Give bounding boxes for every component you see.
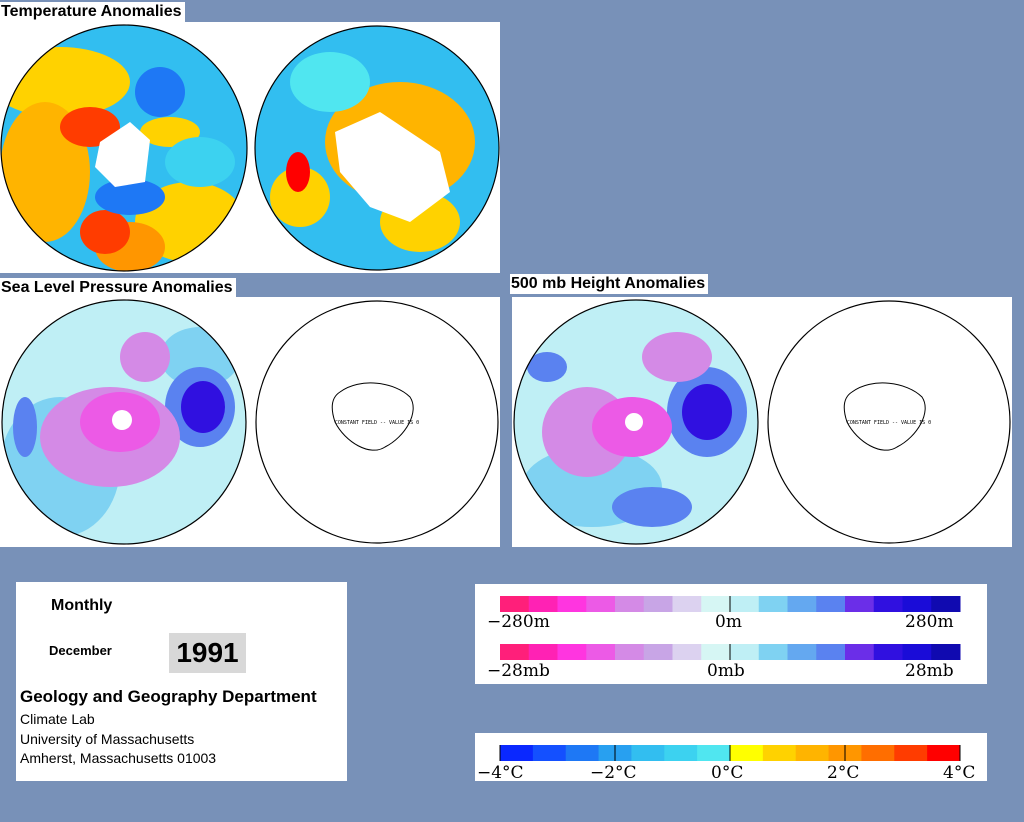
- slp-northern-hemisphere-map: [2, 300, 246, 544]
- slp-anomalies-panel: CONSTANT FIELD -- VALUE IS 0: [0, 297, 500, 547]
- temperature-anomalies-title: Temperature Anomalies: [0, 2, 185, 22]
- height-bar-swatch-11: [816, 596, 846, 612]
- height-bar-swatch-13: [873, 596, 903, 612]
- temperature-bar-swatch-13: [927, 745, 961, 761]
- slp-nh-globe-outline: [1, 299, 247, 545]
- address-label: Amherst, Massachusetts 01003: [20, 750, 217, 766]
- pressure-bar-swatch-10: [787, 644, 817, 660]
- temperature-label-0: 0°C: [711, 763, 743, 781]
- pressure-min-label: −28mb: [487, 661, 550, 681]
- pressure-bar-swatch-11: [816, 644, 846, 660]
- temperature-anomalies-panel: [0, 22, 500, 273]
- pressure-max-label: 28mb: [905, 661, 954, 681]
- pressure-bar-swatch-3: [586, 644, 616, 660]
- height-bar-swatch-15: [931, 596, 961, 612]
- height-bar-swatch-2: [557, 596, 587, 612]
- pressure-bar-swatch-5: [643, 644, 673, 660]
- temperature-bar-swatch-12: [894, 745, 928, 761]
- height-bar-swatch-8: [730, 596, 760, 612]
- temperature-color-bar: [499, 745, 961, 761]
- height-bar-swatch-9: [758, 596, 788, 612]
- pressure-bar-swatch-2: [557, 644, 587, 660]
- height-pressure-legend: −280m 0m 280m −28mb 0mb 28mb: [475, 584, 987, 684]
- temperature-bar-swatch-8: [762, 745, 797, 761]
- height-bar-swatch-0: [500, 596, 530, 612]
- climate-lab-label: Climate Lab: [20, 711, 95, 727]
- slp-anomalies-title: Sea Level Pressure Anomalies: [0, 278, 236, 298]
- height500-anomalies-title: 500 mb Height Anomalies: [510, 274, 709, 294]
- height-bar-swatch-6: [672, 596, 702, 612]
- pressure-bar-swatch-9: [758, 644, 788, 660]
- temperature-bar-swatch-6: [697, 745, 731, 761]
- department-label: Geology and Geography Department: [20, 687, 317, 706]
- pressure-bar-swatch-15: [931, 644, 961, 660]
- temperature-label-minus2: −2°C: [590, 763, 637, 781]
- height500-nh-globe-outline: [513, 299, 759, 545]
- pressure-bar-swatch-12: [845, 644, 875, 660]
- height500-constant-field-note: CONSTANT FIELD -- VALUE IS 0: [847, 420, 931, 426]
- height-bar-swatch-1: [528, 596, 558, 612]
- height500-sh-coastline: [843, 382, 926, 451]
- temperature-bar-swatch-4: [631, 745, 665, 761]
- height500-anomalies-panel: CONSTANT FIELD -- VALUE IS 0: [512, 297, 1012, 547]
- pressure-bar-swatch-0: [500, 644, 530, 660]
- temperature-bar-swatch-0: [500, 745, 534, 761]
- height-bar-swatch-7: [701, 596, 731, 612]
- temperature-legend: −4°C −2°C 0°C 2°C 4°C: [475, 733, 987, 783]
- pressure-zero-label: 0mb: [707, 661, 745, 681]
- height-color-bar: [500, 596, 961, 612]
- temperature-bar-swatch-9: [795, 745, 830, 761]
- info-box: Monthly December 1991 Geology and Geogra…: [16, 582, 347, 781]
- pressure-bar-swatch-4: [615, 644, 645, 660]
- height-zero-label: 0m: [715, 612, 742, 632]
- temperature-bar-swatch-11: [861, 745, 895, 761]
- slp-sh-globe-outline: [255, 300, 499, 544]
- height-bar-swatch-14: [902, 596, 932, 612]
- pressure-bar-swatch-13: [873, 644, 903, 660]
- pressure-bar-swatch-1: [528, 644, 558, 660]
- pressure-bar-swatch-8: [730, 644, 760, 660]
- height-bar-swatch-4: [615, 596, 645, 612]
- pressure-bar-swatch-6: [672, 644, 702, 660]
- period-label: Monthly: [51, 597, 113, 614]
- slp-sh-coastline: [331, 382, 414, 451]
- pressure-bar-swatch-7: [701, 644, 731, 660]
- temperature-bar-swatch-2: [565, 745, 600, 761]
- temperature-bar-swatch-7: [730, 745, 764, 761]
- temperature-southern-hemisphere-map: [255, 26, 499, 270]
- temperature-label-4: 4°C: [943, 763, 975, 781]
- height-bar-swatch-3: [586, 596, 616, 612]
- university-label: University of Massachusetts: [20, 731, 195, 747]
- year-label: 1991: [169, 633, 246, 673]
- pressure-bar-swatch-14: [902, 644, 932, 660]
- height500-northern-hemisphere-map: [514, 300, 758, 544]
- temperature-label-2: 2°C: [827, 763, 859, 781]
- temperature-sh-globe-outline: [254, 25, 500, 271]
- height-bar-swatch-5: [643, 596, 673, 612]
- height-min-label: −280m: [487, 612, 550, 632]
- temperature-bar-swatch-1: [532, 745, 567, 761]
- month-label: December: [49, 643, 112, 658]
- temperature-bar-swatch-5: [664, 745, 698, 761]
- slp-constant-field-note: CONSTANT FIELD -- VALUE IS 0: [335, 420, 419, 426]
- temperature-northern-hemisphere-map: [1, 25, 247, 271]
- temperature-nh-globe-outline: [0, 24, 248, 272]
- height-bar-swatch-10: [787, 596, 817, 612]
- height500-sh-globe-outline: [767, 300, 1011, 544]
- temperature-label-minus4: −4°C: [477, 763, 524, 781]
- height-max-label: 280m: [905, 612, 954, 632]
- pressure-color-bar: [500, 644, 961, 660]
- height-bar-swatch-12: [845, 596, 875, 612]
